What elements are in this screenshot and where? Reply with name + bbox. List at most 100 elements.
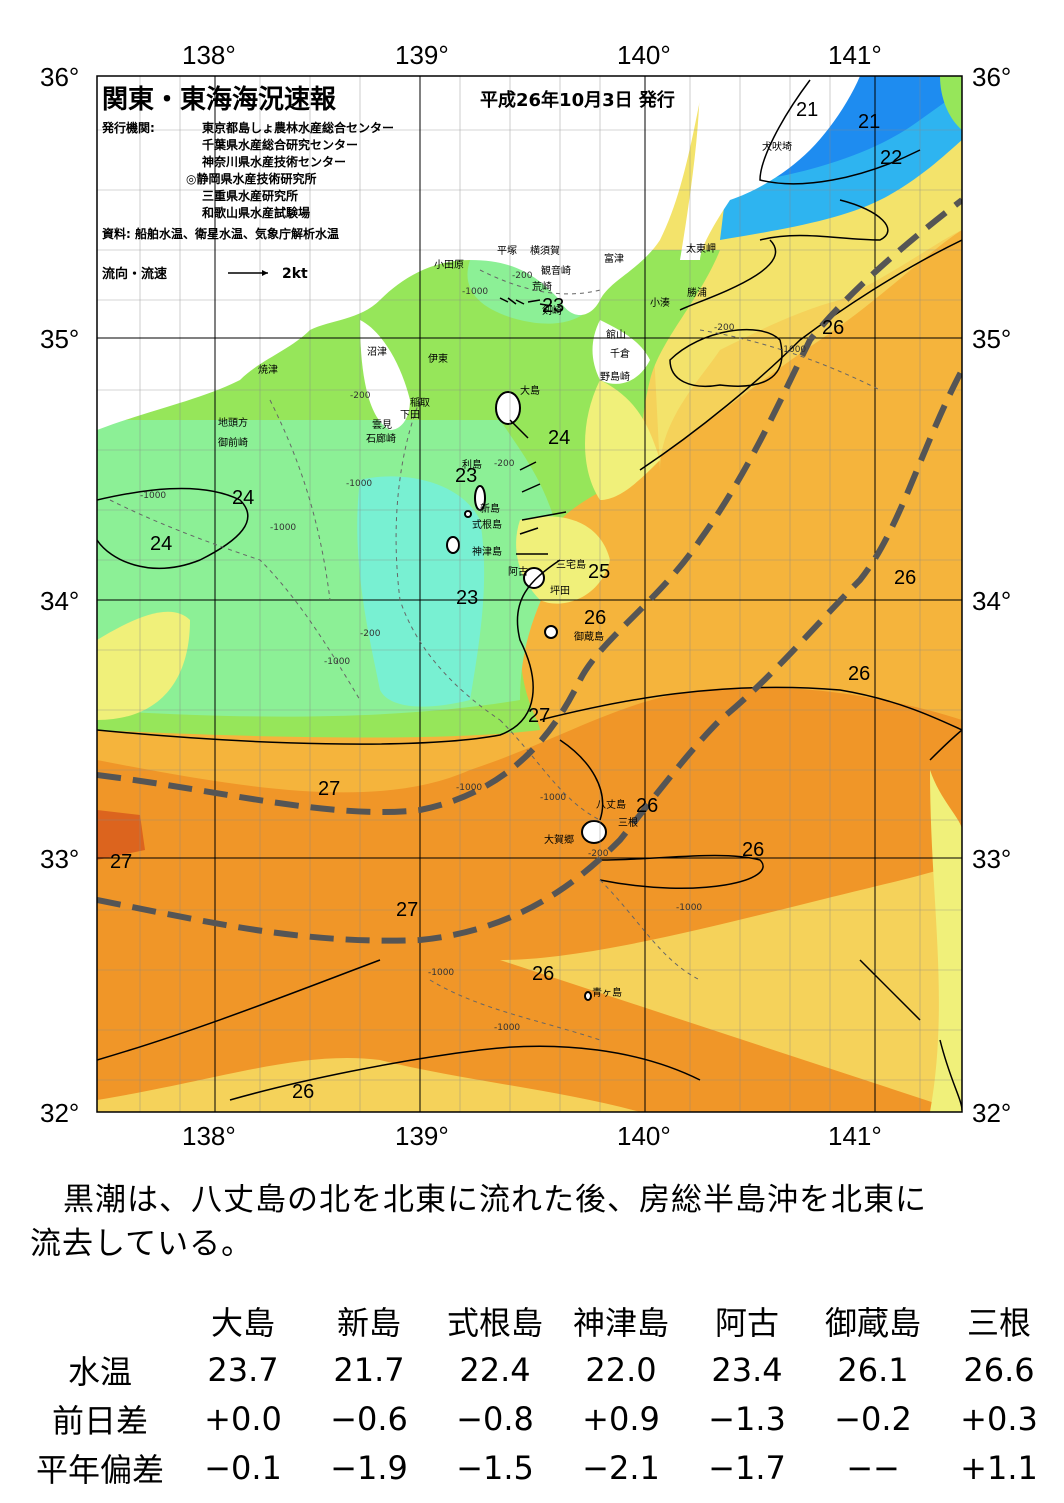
isotherm-label: 24 <box>548 427 570 449</box>
place-label: 地頭方 <box>218 416 248 429</box>
station-name: 神津島 <box>572 1303 669 1342</box>
grid <box>97 76 962 1112</box>
lat-label-right: 33° <box>972 844 1011 874</box>
table-cell: 26.6 <box>963 1350 1035 1389</box>
publisher: 三重県水産研究所 <box>202 188 298 203</box>
flow-legend-label: 流向・流速 <box>102 266 167 282</box>
place-label: 神津島 <box>472 545 502 558</box>
isotherm-label: 25 <box>588 561 610 583</box>
flow-scale: 2kt <box>282 266 308 282</box>
lat-label-left: 34° <box>40 586 79 616</box>
table-cell: −0.6 <box>330 1399 408 1438</box>
place-label: 三宅島 <box>556 558 586 571</box>
table-cell: −2.1 <box>582 1448 660 1487</box>
table-row: 平年偏差 −0.1 −1.9 −1.5 −2.1 −1.7 −− +1.1 <box>20 1443 1062 1492</box>
major-grid <box>97 76 962 1112</box>
publisher: 千葉県水産総合研究センター <box>202 137 358 152</box>
depth-label: -1000 <box>140 491 166 501</box>
depth-label: -1000 <box>462 287 488 297</box>
isotherm-label: 27 <box>110 851 132 873</box>
lon-label-top: 138° <box>182 40 236 70</box>
table-cell: −0.8 <box>456 1399 534 1438</box>
place-label: 三根 <box>618 816 638 829</box>
depth-label: -200 <box>512 271 533 281</box>
place-label: 阿古 <box>508 565 528 578</box>
table-cell: 26.1 <box>837 1350 909 1389</box>
place-label: 下田 <box>400 410 420 421</box>
table-cell: −1.9 <box>330 1448 408 1487</box>
lon-label-bottom: 139° <box>395 1121 449 1151</box>
place-label: 平塚 <box>497 245 517 257</box>
lon-label-top: 139° <box>395 40 449 70</box>
place-labels: 犬吠埼 平塚 横須賀 観音崎 富津 太東岬 小田原 荒崎 剣崎 勝浦 小湊 館山… <box>218 140 792 999</box>
publisher: 東京都島しょ農林水産総合センター <box>202 120 394 135</box>
table-cell: −1.5 <box>456 1448 534 1487</box>
isotherm-label: 27 <box>396 899 418 921</box>
place-label: 館山 <box>606 328 626 341</box>
table-row: 水温 23.7 21.7 22.4 22.0 23.4 26.1 26.6 <box>20 1345 1062 1394</box>
place-label: 八丈島 <box>596 798 626 811</box>
isotherm-labels: 21 21 22 23 26 24 23 24 24 25 23 26 26 2… <box>110 99 916 1103</box>
isotherm-label: 26 <box>292 1081 314 1103</box>
table-cell: 23.7 <box>207 1350 279 1389</box>
row-label: 平年偏差 <box>35 1450 164 1489</box>
publisher-label: 発行機関: <box>101 120 155 135</box>
place-label: 小湊 <box>650 296 670 309</box>
isotherm-label: 24 <box>232 487 254 509</box>
station-name: 式根島 <box>446 1303 543 1342</box>
table-cell: +0.9 <box>582 1399 660 1438</box>
table-cell: −1.3 <box>708 1399 786 1438</box>
isotherm-label: 23 <box>455 465 477 487</box>
map-title: 関東・東海海況速報 <box>102 85 337 115</box>
place-label: 観音崎 <box>541 264 571 277</box>
table-cell: +0.3 <box>960 1399 1038 1438</box>
publisher: 神奈川県水産技術センター <box>202 154 346 169</box>
place-label: 富津 <box>604 252 624 265</box>
lon-label-top: 140° <box>617 40 671 70</box>
place-label: 新島 <box>480 502 500 515</box>
depth-label: -200 <box>588 849 609 859</box>
place-label: 千倉 <box>610 347 630 360</box>
axis-labels: 138° 139° 140° 141° 138° 139° 140° 141° … <box>40 40 1011 1151</box>
lat-label-left: 33° <box>40 844 79 874</box>
table-row: 前日差 +0.0 −0.6 −0.8 +0.9 −1.3 −0.2 +0.3 <box>20 1394 1062 1443</box>
place-label: 坪田 <box>550 584 570 597</box>
depth-label: -1000 <box>456 783 482 793</box>
lat-label-right: 34° <box>972 586 1011 616</box>
isotherm-label: 26 <box>742 839 764 861</box>
place-label: 沼津 <box>367 345 387 358</box>
depth-label: -1000 <box>346 479 372 489</box>
table-cell: 21.7 <box>333 1350 405 1389</box>
place-label: 伊東 <box>428 352 448 365</box>
table-cell: −0.1 <box>204 1448 282 1487</box>
isotherm-label: 26 <box>584 607 606 629</box>
map-frame <box>96 75 963 1113</box>
place-label: 小田原 <box>434 259 464 271</box>
isotherm-label: 21 <box>858 111 880 133</box>
depth-label: -1000 <box>540 793 566 803</box>
station-name: 大島 <box>210 1303 275 1342</box>
summary-line: 黒潮は、八丈島の北を北東に流れた後、房総半島沖を北東に <box>63 1182 927 1218</box>
place-label: 大島 <box>520 384 540 397</box>
lon-label-bottom: 140° <box>617 1121 671 1151</box>
isotherm-label: 21 <box>796 99 818 121</box>
depth-labels: -200 -1000 -200 -1000 -200 -200 -1000 -1… <box>140 271 806 1033</box>
lat-label-left: 32° <box>40 1098 79 1128</box>
table-cell: −1.7 <box>708 1448 786 1487</box>
isotherm-label: 22 <box>880 147 902 169</box>
table-cell: −0.2 <box>834 1399 912 1438</box>
summary-line: 流去している。 <box>30 1226 254 1262</box>
place-label: 御前崎 <box>218 436 248 449</box>
station-name: 阿古 <box>714 1303 779 1342</box>
isotherm-label: 26 <box>848 663 870 685</box>
place-label: 野島崎 <box>600 370 630 383</box>
table-cell: 23.4 <box>711 1350 783 1389</box>
depth-label: -200 <box>360 629 381 639</box>
table-cell: +0.0 <box>204 1399 282 1438</box>
isotherm-label: 26 <box>532 963 554 985</box>
place-label: 荒崎 <box>532 280 552 293</box>
publisher: ◎静岡県水産技術研究所 <box>186 171 316 186</box>
depth-label: -200 <box>350 391 371 401</box>
depth-contours <box>109 269 881 1041</box>
isotherm-label: 23 <box>542 295 564 317</box>
